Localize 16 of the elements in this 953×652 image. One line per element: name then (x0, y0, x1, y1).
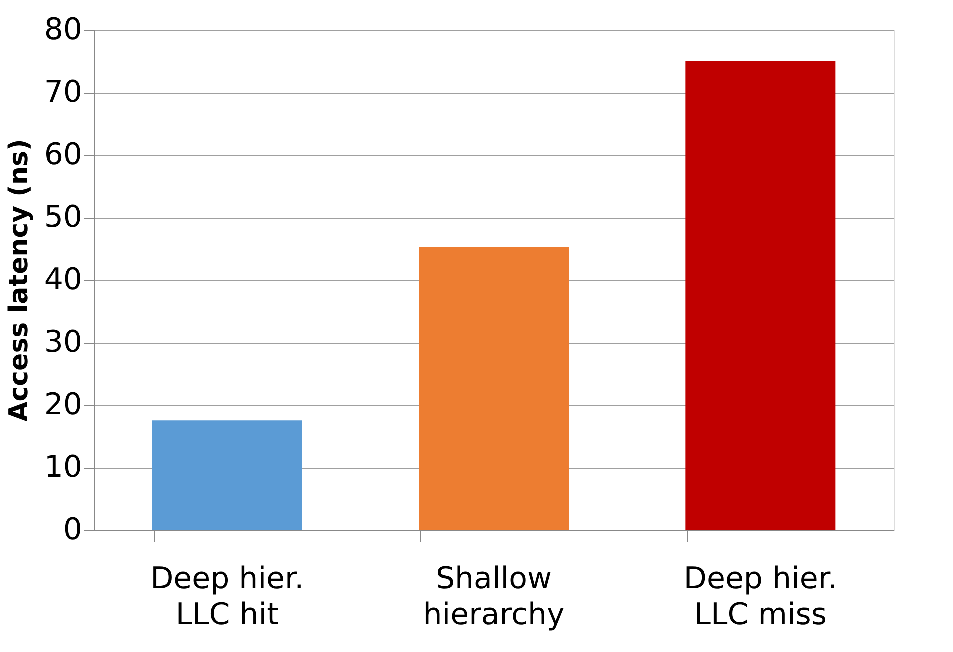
bar (419, 248, 569, 530)
x-tick-label: Shallow hierarchy (423, 562, 565, 632)
bar (152, 420, 302, 530)
y-tick-label: 50 (44, 200, 82, 235)
y-tick-label: 30 (44, 325, 82, 360)
y-tick-label: 10 (44, 450, 82, 485)
y-tick-label: 40 (44, 262, 82, 298)
y-tick-label: 70 (44, 75, 82, 110)
x-tick-label: Deep hier. LLC miss (684, 562, 838, 632)
y-tick-label: 60 (44, 138, 82, 172)
y-tick-label: 0 (63, 512, 82, 548)
y-axis-title: Access latency (ns) (4, 139, 34, 422)
x-tick-label: Deep hier. LLC hit (150, 562, 304, 632)
y-tick-label: 80 (44, 12, 82, 48)
bar (686, 61, 836, 530)
y-tick-label: 20 (44, 388, 82, 422)
